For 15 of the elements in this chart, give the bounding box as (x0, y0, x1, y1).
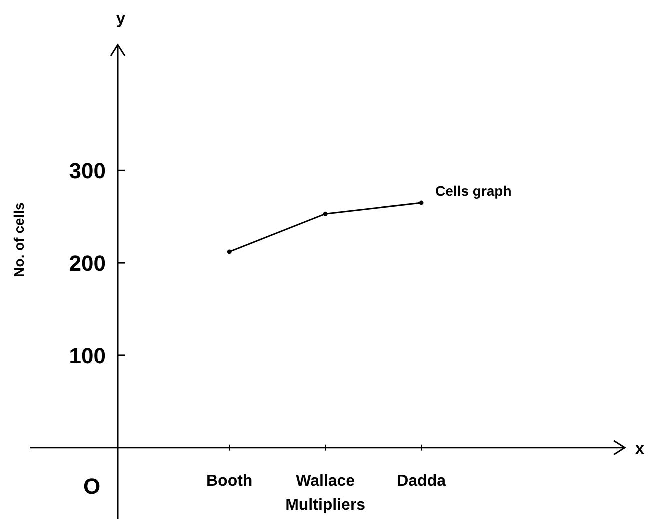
x-axis-title: Multipliers (286, 496, 366, 514)
x-tick-label: Dadda (397, 472, 446, 490)
text: x (636, 440, 645, 458)
y-tick-label: 200 (69, 251, 106, 276)
y-tick-label: 100 (69, 343, 106, 368)
point (323, 212, 328, 216)
y-axis-title: No. of cells (11, 202, 27, 278)
text: y (116, 11, 126, 28)
x-tick-label: Wallace (296, 472, 356, 490)
series-label: Cells graph (436, 183, 512, 199)
text: O (83, 474, 101, 499)
point (419, 200, 424, 206)
x-tick-label: Booth (206, 472, 253, 490)
y-tick-label: 300 (69, 158, 106, 184)
point (227, 250, 232, 254)
